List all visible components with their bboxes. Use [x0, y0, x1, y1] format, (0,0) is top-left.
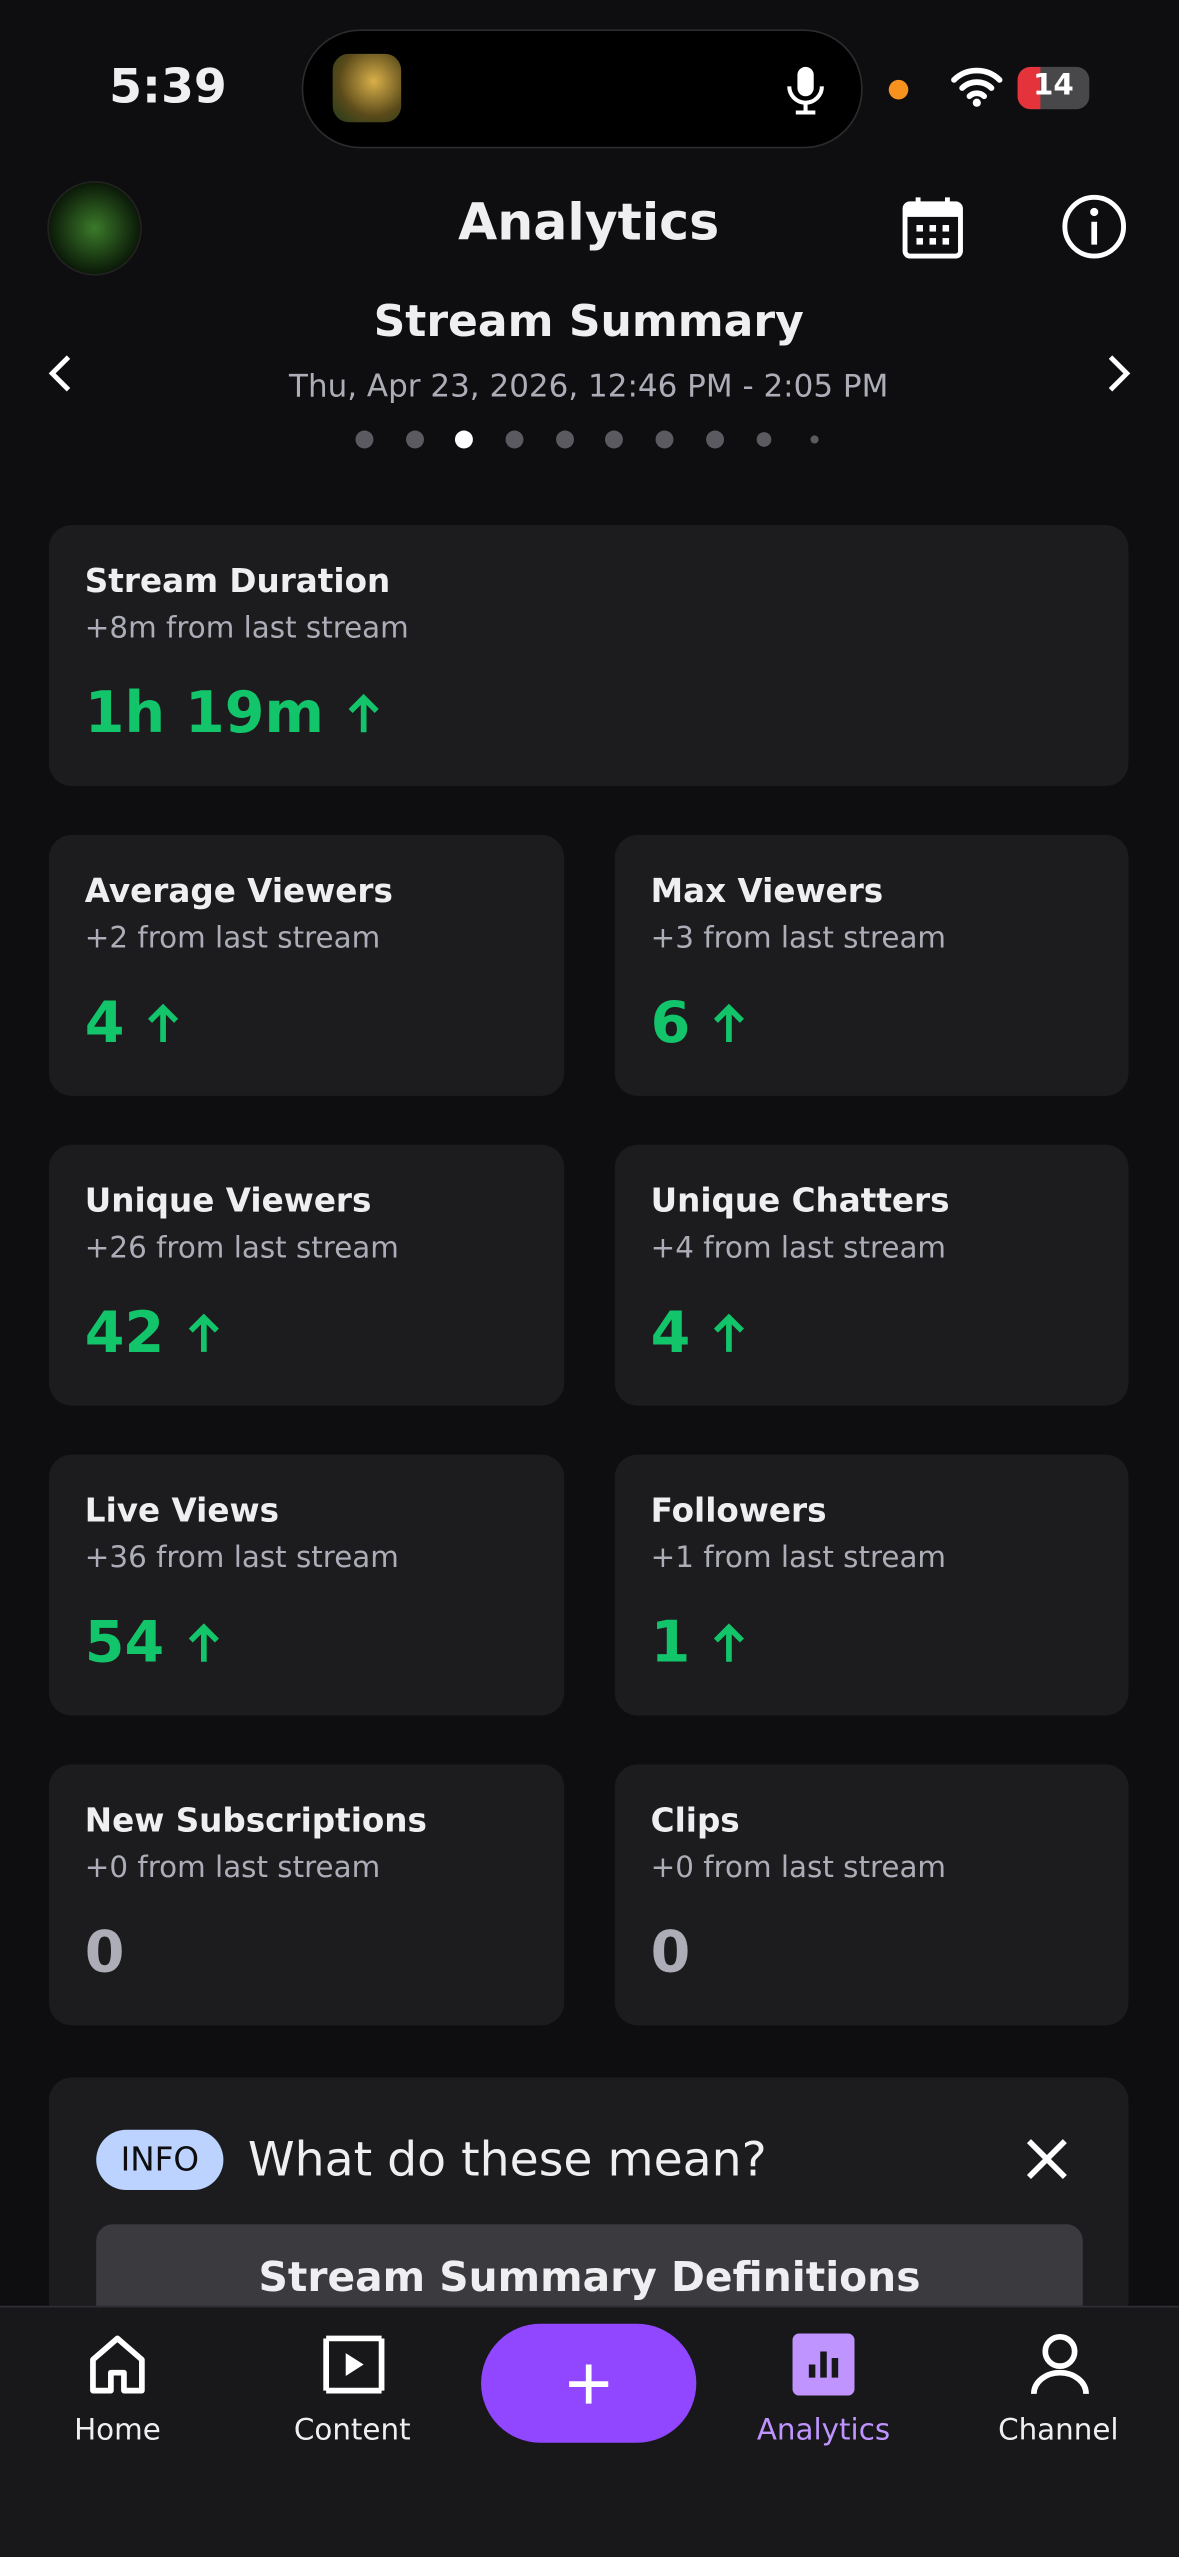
stat-value: 1h 19m — [84, 681, 324, 747]
nav-label[interactable]: Content — [293, 2413, 411, 2448]
stat-change: +36 from last stream — [84, 1541, 399, 1576]
thumbnail — [332, 53, 402, 123]
stat-change: +3 from last stream — [650, 921, 947, 956]
up-arrow — [714, 1623, 745, 1662]
stat-value-row: 42 — [84, 1301, 220, 1367]
calendar-button[interactable] — [902, 194, 964, 259]
stat-change: +0 from last stream — [650, 1850, 947, 1886]
battery: 14 — [1017, 66, 1090, 110]
stat-title: Stream Duration — [84, 560, 391, 601]
stat-change: +0 from last stream — [84, 1850, 381, 1886]
nav-label[interactable]: Channel — [998, 2413, 1119, 2448]
stat-value: 4 — [84, 991, 125, 1057]
stat-value: 42 — [84, 1301, 165, 1367]
page-dot — [604, 430, 623, 449]
page-dot — [655, 430, 674, 449]
nav-label-active[interactable]: Analytics — [756, 2413, 891, 2448]
up-arrow — [148, 1003, 179, 1043]
up-arrow — [714, 1313, 745, 1352]
stat-value-row: 54 — [85, 1611, 220, 1676]
page-dot — [756, 432, 772, 447]
info-question: What do these mean? — [247, 2131, 767, 2187]
stat-card: Unique Chatters +4 from last stream 4 — [614, 1144, 1129, 1406]
dynamic-island — [301, 29, 863, 149]
stat-title: Average Viewers — [84, 870, 393, 910]
channel-icon[interactable] — [1029, 2332, 1091, 2397]
page-dot-active — [454, 430, 473, 449]
prev-button[interactable] — [44, 352, 77, 394]
stat-value-row: 4 — [650, 1301, 746, 1367]
summary-title: Stream Summary — [373, 296, 804, 348]
home-icon[interactable] — [88, 2334, 147, 2396]
stat-card: Followers +1 from last stream 1 — [614, 1454, 1129, 1716]
info-button[interactable] — [1062, 194, 1127, 259]
stat-card: Clips +0 from last stream 0 — [614, 1764, 1129, 2026]
stat-value-row: 1 — [651, 1611, 746, 1676]
wifi-icon — [951, 67, 1003, 107]
page-dot — [355, 430, 374, 449]
page-dot — [556, 430, 575, 449]
battery-level — [1017, 66, 1041, 110]
next-button[interactable] — [1102, 352, 1135, 394]
page-dot — [810, 435, 819, 444]
stat-title: Unique Chatters — [650, 1180, 950, 1220]
stat-change: +2 from last stream — [84, 921, 381, 956]
stat-card: Stream Duration +8m from last stream 1h 19… — [48, 525, 1129, 787]
stat-title: Live Views — [84, 1490, 280, 1530]
stat-value: 0 — [84, 1920, 125, 1987]
stat-title: Clips — [650, 1800, 740, 1840]
stat-title: Unique Viewers — [84, 1180, 372, 1220]
stat-value: 4 — [650, 1301, 691, 1367]
nav-label[interactable]: Home — [74, 2413, 161, 2448]
stat-value-row: 6 — [650, 991, 746, 1057]
up-arrow — [714, 1003, 745, 1043]
stat-card: Max Viewers +3 from last stream 6 — [614, 834, 1129, 1096]
stat-change: +1 from last stream — [650, 1541, 947, 1576]
page-dot — [706, 430, 725, 449]
plus-icon — [569, 2364, 609, 2404]
stat-value: 6 — [650, 991, 691, 1057]
page-dot — [406, 430, 424, 449]
stat-value-row: 4 — [84, 991, 180, 1057]
stat-card: Unique Viewers +26 from last stream 42 — [48, 1144, 565, 1406]
up-arrow — [188, 1623, 219, 1662]
privacy-dot — [888, 79, 909, 100]
stat-card: Average Viewers +2 from last stream 4 — [48, 834, 565, 1096]
up-arrow — [347, 693, 379, 733]
stat-value: 54 — [84, 1611, 165, 1677]
stat-change: +4 from last stream — [650, 1231, 947, 1266]
stat-value: 0 — [650, 1920, 691, 1987]
analytics-icon[interactable] — [792, 2333, 855, 2396]
mic-icon — [787, 66, 824, 115]
stat-title: Followers — [650, 1490, 827, 1530]
content-icon[interactable] — [321, 2334, 386, 2396]
stat-value-row: 1h 19m — [85, 682, 380, 747]
avatar[interactable] — [47, 181, 142, 276]
battery-text: 14 — [1033, 68, 1074, 103]
page-dot — [505, 430, 524, 449]
stat-change: +8m from last stream — [84, 611, 409, 646]
stat-title: Max Viewers — [650, 870, 884, 910]
header-title: Analytics — [458, 194, 720, 253]
stat-value-row: 0 — [85, 1921, 125, 1986]
close-button[interactable] — [1024, 2136, 1070, 2182]
stat-value-row: 0 — [651, 1921, 691, 1986]
create-button[interactable] — [481, 2323, 697, 2443]
stat-card: Live Views +36 from last stream 54 — [48, 1454, 565, 1716]
stat-change: +26 from last stream — [84, 1231, 399, 1266]
stat-title: New Subscriptions — [84, 1800, 427, 1840]
stat-card: New Subscriptions +0 from last stream 0 — [48, 1764, 565, 2026]
stat-value: 1 — [650, 1611, 691, 1677]
info-badge: INFO — [96, 2129, 224, 2191]
summary-date: Thu, Apr 23, 2026, 12:46 PM - 2:05 PM — [289, 368, 889, 405]
time: 5:39 — [109, 58, 227, 115]
up-arrow — [188, 1313, 219, 1352]
